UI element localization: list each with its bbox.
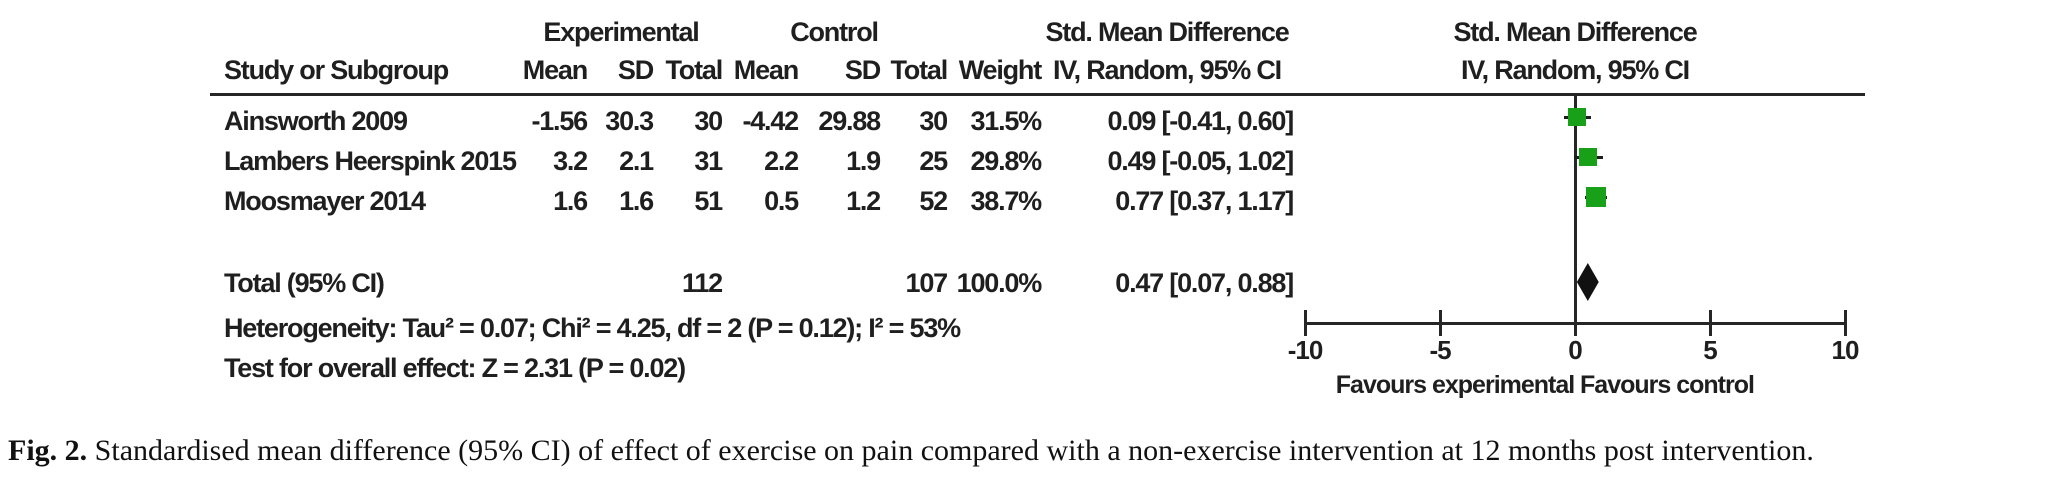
exp-sd-value: 2.1 bbox=[619, 145, 654, 176]
overall-effect-test: Test for overall effect: Z = 2.31 (P = 0… bbox=[224, 353, 686, 383]
exp-sd-value: 1.6 bbox=[619, 185, 654, 216]
experimental-group-header: Experimental bbox=[543, 17, 699, 47]
exp-sd-value: 30.3 bbox=[605, 105, 654, 136]
study-column-header: Study or Subgroup bbox=[224, 54, 449, 85]
total-row: Total (95% CI) 112 107 100.0% 0.47 [0.07… bbox=[210, 263, 1294, 303]
exp-total-column-header: Total bbox=[665, 54, 724, 85]
x-axis-tick bbox=[1573, 310, 1577, 336]
column-header-row: Study or Subgroup Mean SD Total Mean SD … bbox=[210, 50, 1293, 90]
study-row: Lambers Heerspink 2015 3.2 2.1 31 2.2 1.… bbox=[210, 141, 1294, 181]
x-axis-tick-label: 0 bbox=[1568, 335, 1583, 365]
study-row: Ainsworth 2009 -1.56 30.3 30 -4.42 29.88… bbox=[210, 101, 1294, 141]
weight-value: 29.8% bbox=[970, 145, 1042, 176]
study-row: Moosmayer 2014 1.6 1.6 51 0.5 1.2 52 38.… bbox=[210, 181, 1294, 221]
exp-mean-value: 1.6 bbox=[553, 185, 588, 216]
x-axis-tick-label: -5 bbox=[1429, 335, 1451, 365]
plot-ci-column-header: IV, Random, 95% CI bbox=[1461, 55, 1690, 85]
ctl-mean-value: 0.5 bbox=[764, 185, 799, 216]
exp-mean-column-header: Mean bbox=[522, 54, 588, 85]
control-group-header: Control bbox=[790, 17, 879, 47]
favours-right-label: Favours control bbox=[1580, 371, 1755, 399]
study-effect-square bbox=[1568, 108, 1587, 126]
ctl-total-column-header: Total bbox=[890, 54, 949, 85]
total-ci-value: 0.47 [0.07, 0.88] bbox=[1115, 267, 1294, 298]
x-axis-tick bbox=[1438, 310, 1442, 336]
exp-total-value: 51 bbox=[694, 185, 723, 216]
ci-column-header: IV, Random, 95% CI bbox=[1053, 54, 1282, 85]
study-name: Lambers Heerspink 2015 bbox=[224, 145, 517, 176]
ctl-mean-column-header: Mean bbox=[733, 54, 799, 85]
study-name: Moosmayer 2014 bbox=[224, 185, 426, 216]
x-axis-tick bbox=[1708, 310, 1712, 336]
x-axis-tick bbox=[1843, 310, 1847, 336]
weight-value: 38.7% bbox=[970, 185, 1042, 216]
ctl-total-value: 30 bbox=[919, 105, 948, 136]
heterogeneity-stats: Heterogeneity: Tau² = 0.07; Chi² = 4.25,… bbox=[224, 313, 961, 343]
ctl-sd-value: 1.2 bbox=[846, 185, 881, 216]
ctl-sd-value: 29.88 bbox=[818, 105, 881, 136]
zero-reference-line bbox=[1573, 95, 1577, 324]
ctl-mean-value: -4.42 bbox=[742, 105, 799, 136]
ctl-sd-value: 1.9 bbox=[846, 145, 881, 176]
study-effect-square bbox=[1579, 148, 1598, 166]
caption-label: Fig. 2. bbox=[8, 434, 88, 467]
x-axis-tick-label: -10 bbox=[1287, 335, 1324, 365]
total-weight: 100.0% bbox=[956, 267, 1043, 298]
exp-total-value: 30 bbox=[694, 105, 723, 136]
total-row-label: Total (95% CI) bbox=[224, 267, 385, 298]
ctl-mean-value: 2.2 bbox=[764, 145, 799, 176]
ctl-total-value: 25 bbox=[919, 145, 948, 176]
favours-left-label: Favours experimental bbox=[1335, 371, 1575, 399]
caption-text: Standardised mean difference (95% CI) of… bbox=[94, 434, 1814, 467]
header-divider-line bbox=[210, 93, 1865, 96]
smd-plot-group-header: Std. Mean Difference bbox=[1453, 17, 1697, 47]
exp-mean-value: 3.2 bbox=[553, 145, 588, 176]
smd-column-group-header: Std. Mean Difference bbox=[1045, 17, 1289, 47]
weight-column-header: Weight bbox=[958, 54, 1042, 85]
ci-value: 0.09 [-0.41, 0.60] bbox=[1107, 105, 1294, 136]
x-axis-tick-label: 10 bbox=[1831, 335, 1860, 365]
study-name: Ainsworth 2009 bbox=[224, 105, 408, 136]
x-axis-tick bbox=[1303, 310, 1307, 336]
ctl-total-value: 52 bbox=[919, 185, 948, 216]
total-ctl-n: 107 bbox=[905, 267, 949, 298]
exp-total-value: 31 bbox=[694, 145, 723, 176]
ci-value: 0.49 [-0.05, 1.02] bbox=[1107, 145, 1294, 176]
weight-value: 31.5% bbox=[970, 105, 1042, 136]
ci-value: 0.77 [0.37, 1.17] bbox=[1115, 185, 1294, 216]
exp-mean-value: -1.56 bbox=[531, 105, 588, 136]
ctl-sd-column-header: SD bbox=[844, 54, 881, 85]
study-effect-square bbox=[1585, 187, 1606, 207]
total-exp-n: 112 bbox=[682, 267, 723, 298]
x-axis-tick-label: 5 bbox=[1703, 335, 1718, 365]
pooled-effect-diamond bbox=[1576, 263, 1599, 301]
figure-caption: Fig. 2. Standardised mean difference (95… bbox=[8, 434, 2064, 468]
exp-sd-column-header: SD bbox=[617, 54, 654, 85]
